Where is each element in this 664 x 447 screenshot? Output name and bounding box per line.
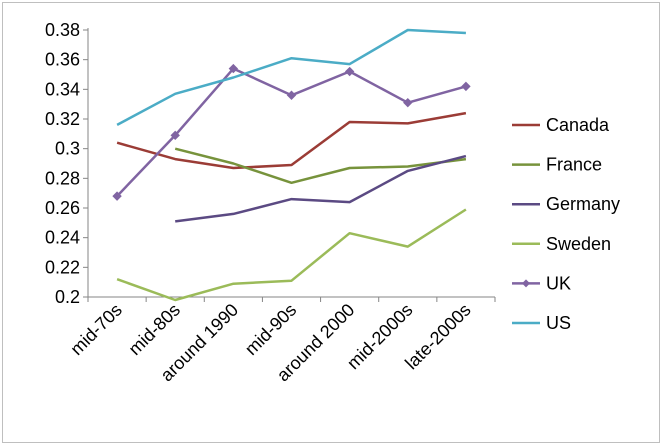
data-point-marker	[112, 191, 122, 201]
x-tick-label: mid-70s	[66, 300, 125, 359]
x-tick-label: mid-80s	[125, 300, 184, 359]
legend-item-france: France	[512, 155, 602, 175]
axes	[87, 28, 495, 298]
legend-label: Canada	[546, 115, 610, 135]
x-tick-label: mid-90s	[241, 300, 300, 359]
legend-label: US	[546, 313, 571, 333]
legend-marker	[522, 279, 530, 288]
series-france	[174, 147, 467, 185]
data-point-marker	[344, 66, 355, 77]
legend-item-canada: Canada	[512, 115, 610, 135]
data-point-marker	[461, 81, 471, 92]
series-line	[116, 67, 467, 197]
legend-label: UK	[546, 273, 571, 293]
y-tick-label: 0.3	[55, 139, 80, 159]
legend: Canada France Germany Sweden UK US	[512, 115, 620, 333]
y-tick-label: 0.38	[45, 20, 80, 40]
series-line	[116, 111, 467, 170]
legend-item-sweden: Sweden	[512, 234, 611, 254]
series-line	[175, 154, 467, 223]
data-point-marker	[286, 90, 297, 100]
series-lines	[112, 28, 471, 302]
legend-label: France	[546, 155, 602, 175]
chart-frame	[2, 2, 660, 443]
y-axis-ticks: 0.2 0.22 0.24 0.26 0.28 0.3 0.32 0.34 0.36 0.38	[45, 20, 88, 307]
series-us	[116, 28, 466, 127]
series-line	[174, 147, 467, 185]
series-canada	[116, 111, 467, 170]
legend-item-germany: Germany	[512, 194, 620, 214]
y-tick-label: 0.2	[55, 287, 80, 307]
data-point-marker	[170, 130, 180, 141]
legend-item-uk: UK	[512, 273, 571, 293]
y-tick-label: 0.24	[45, 228, 80, 248]
y-tick-label: 0.32	[45, 109, 80, 129]
series-sweden	[116, 208, 467, 302]
data-point-marker	[228, 63, 239, 74]
legend-item-us: US	[512, 313, 571, 333]
series-germany	[175, 154, 467, 223]
series-uk	[112, 63, 471, 201]
legend-label: Sweden	[546, 234, 611, 254]
y-tick-label: 0.36	[45, 50, 80, 70]
series-line	[116, 28, 466, 127]
y-tick-label: 0.28	[45, 168, 80, 188]
data-point-marker	[403, 97, 413, 108]
legend-label: Germany	[546, 194, 620, 214]
y-tick-label: 0.34	[45, 79, 80, 99]
y-tick-label: 0.22	[45, 257, 80, 277]
series-line	[116, 208, 467, 302]
y-tick-label: 0.26	[45, 198, 80, 218]
